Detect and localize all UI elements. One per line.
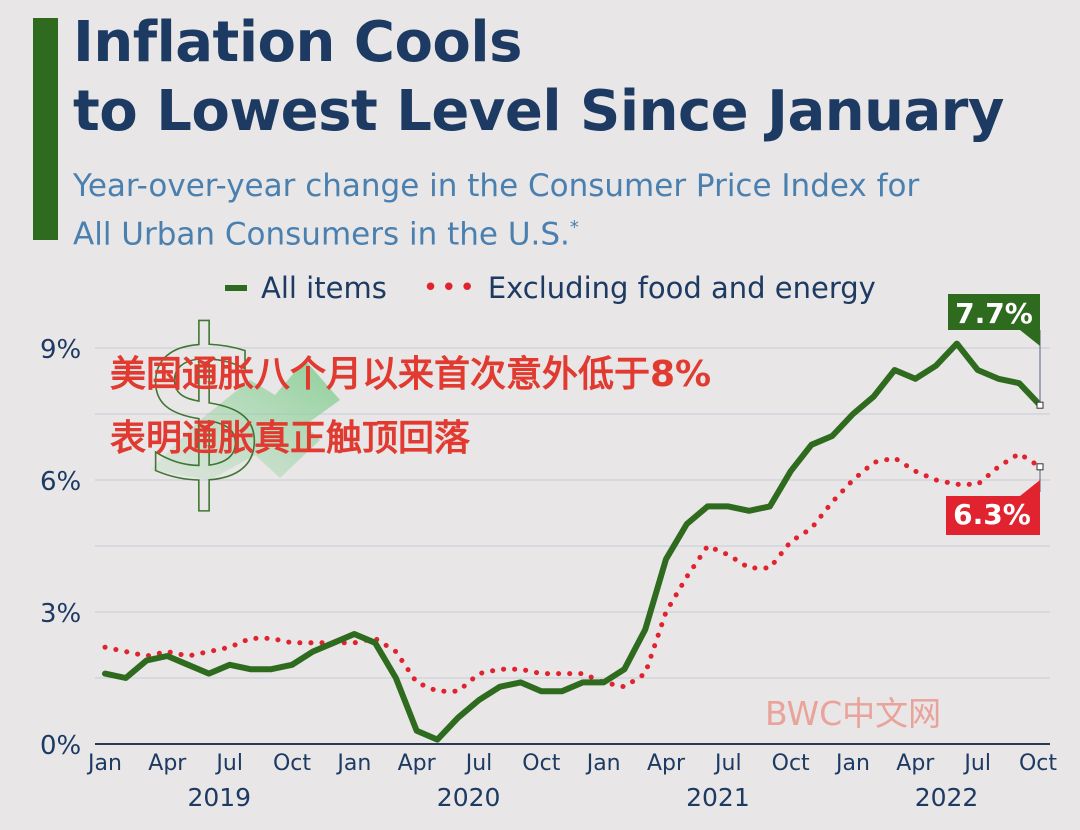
x-tick-label: Jul (214, 751, 243, 776)
y-tick-label: 3% (40, 599, 81, 629)
y-axis-ticks: 0% 3% 6% 9% (40, 335, 81, 761)
end-point-marker (1036, 401, 1044, 409)
x-tick-label: Oct (273, 751, 311, 776)
callout-value-core: 6.3% (953, 498, 1031, 531)
x-tick-label: Jan (585, 751, 621, 776)
x-tick-label: Jan (86, 751, 122, 776)
x-tick-label: Jul (464, 751, 493, 776)
legend-swatch-dotted: ••• (422, 273, 478, 303)
title-line-1: Inflation Cools (73, 10, 522, 75)
overlay-caption-line-1: 美国通胀八个月以来首次意外低于8% (110, 354, 711, 395)
watermark-text: BWC中文网 (765, 694, 941, 733)
x-tick-label: Jan (834, 751, 870, 776)
callout-value-all-items: 7.7% (955, 297, 1033, 330)
chinese-overlay-caption: 美国通胀八个月以来首次意外低于8% 表明通胀真正触顶回落 (110, 354, 711, 459)
legend-item-all-items: All items (225, 271, 387, 305)
legend-label-core: Excluding food and energy (487, 271, 876, 305)
callout-box-all-items (948, 294, 1040, 346)
callout-box-core (946, 480, 1040, 535)
y-tick-label: 9% (40, 335, 81, 365)
chart-subtitle: Year-over-year change in the Consumer Pr… (73, 165, 1033, 255)
x-tick-label: Oct (522, 751, 560, 776)
end-point-marker (1036, 463, 1044, 471)
year-label: 2020 (437, 783, 501, 812)
chart-title: Inflation Cools to Lowest Level Since Ja… (73, 8, 1004, 146)
end-value-callouts: 7.7% 6.3% (946, 294, 1044, 535)
legend-item-core: ••• Excluding food and energy (423, 271, 876, 305)
dollar-sign-icon: $ (138, 285, 272, 530)
gridlines (95, 347, 1050, 745)
x-axis-ticks: Jan Apr Jul Oct Jan Apr Jul Oct Jan Apr Jul Oct Jan A… (86, 751, 1057, 812)
year-label: 2021 (686, 783, 750, 812)
x-tick-label: Apr (896, 751, 935, 776)
y-tick-label: 0% (40, 731, 81, 761)
legend-label-all-items: All items (261, 271, 387, 305)
x-tick-label: Oct (772, 751, 810, 776)
x-tick-label: Jan (335, 751, 371, 776)
series-lines (102, 340, 1043, 743)
title-line-2: to Lowest Level Since January (73, 79, 1004, 144)
overlay-caption-line-2: 表明通胀真正触顶回落 (110, 418, 471, 459)
arrow-shape (150, 360, 340, 480)
chart-legend: All items ••• Excluding food and energy (225, 268, 912, 308)
x-tick-label: Jul (713, 751, 742, 776)
subtitle-line-1: Year-over-year change in the Consumer Pr… (73, 168, 920, 204)
x-tick-label: Oct (1019, 751, 1057, 776)
x-tick-label: Apr (148, 751, 187, 776)
series-line-all-items (102, 340, 1043, 743)
x-tick-label: Apr (647, 751, 686, 776)
y-tick-label: 6% (40, 467, 81, 497)
subtitle-line-2: All Urban Consumers in the U.S. (73, 216, 570, 253)
legend-swatch-solid (225, 285, 247, 291)
year-label: 2022 (915, 783, 979, 812)
year-label: 2019 (187, 783, 251, 812)
x-tick-label: Apr (398, 751, 437, 776)
subtitle-footnote-marker: * (569, 217, 579, 238)
dollar-arrow-illustration: $ (137, 284, 340, 531)
x-tick-label: Jul (962, 751, 991, 776)
title-accent-bar (33, 18, 58, 240)
